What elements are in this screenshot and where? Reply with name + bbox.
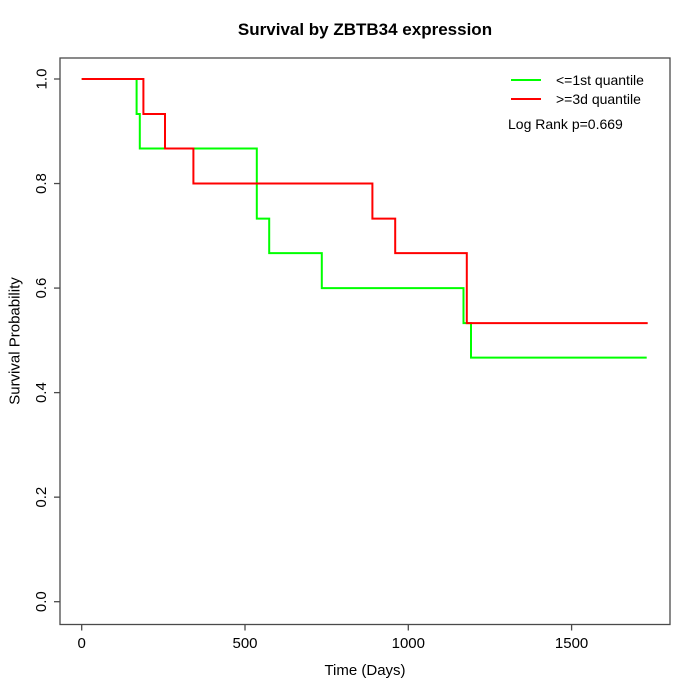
legend-label: >=3d quantile (556, 90, 641, 107)
y-axis-label: Survival Probability (6, 277, 24, 405)
x-tick-label: 1000 (392, 635, 425, 652)
x-tick-label: 0 (78, 635, 86, 652)
y-tick-label: 0.6 (33, 278, 50, 299)
x-tick-label: 500 (232, 635, 257, 652)
survival-curve-high-expression (81, 78, 648, 325)
legend-line-swatch (511, 97, 541, 100)
y-tick-label: 0.4 (33, 382, 50, 403)
legend-item: >=3d quantile (511, 89, 644, 108)
x-tick-label: 1500 (555, 635, 588, 652)
x-axis-label: Time (Days) (324, 662, 406, 679)
legend: <=1st quantile >=3d quantile (511, 70, 644, 108)
plot-box (59, 57, 671, 626)
legend-item: <=1st quantile (511, 70, 644, 89)
y-tick-label: 0.2 (33, 487, 50, 508)
y-tick-label: 1.0 (33, 69, 50, 90)
log-rank-annotation: Log Rank p=0.669 (508, 116, 623, 132)
y-tick-label: 0.0 (33, 591, 50, 612)
legend-line-swatch (511, 78, 541, 81)
chart-title: Survival by ZBTB34 expression (237, 20, 493, 39)
y-tick-label: 0.8 (33, 173, 50, 194)
legend-label: <=1st quantile (556, 71, 644, 88)
